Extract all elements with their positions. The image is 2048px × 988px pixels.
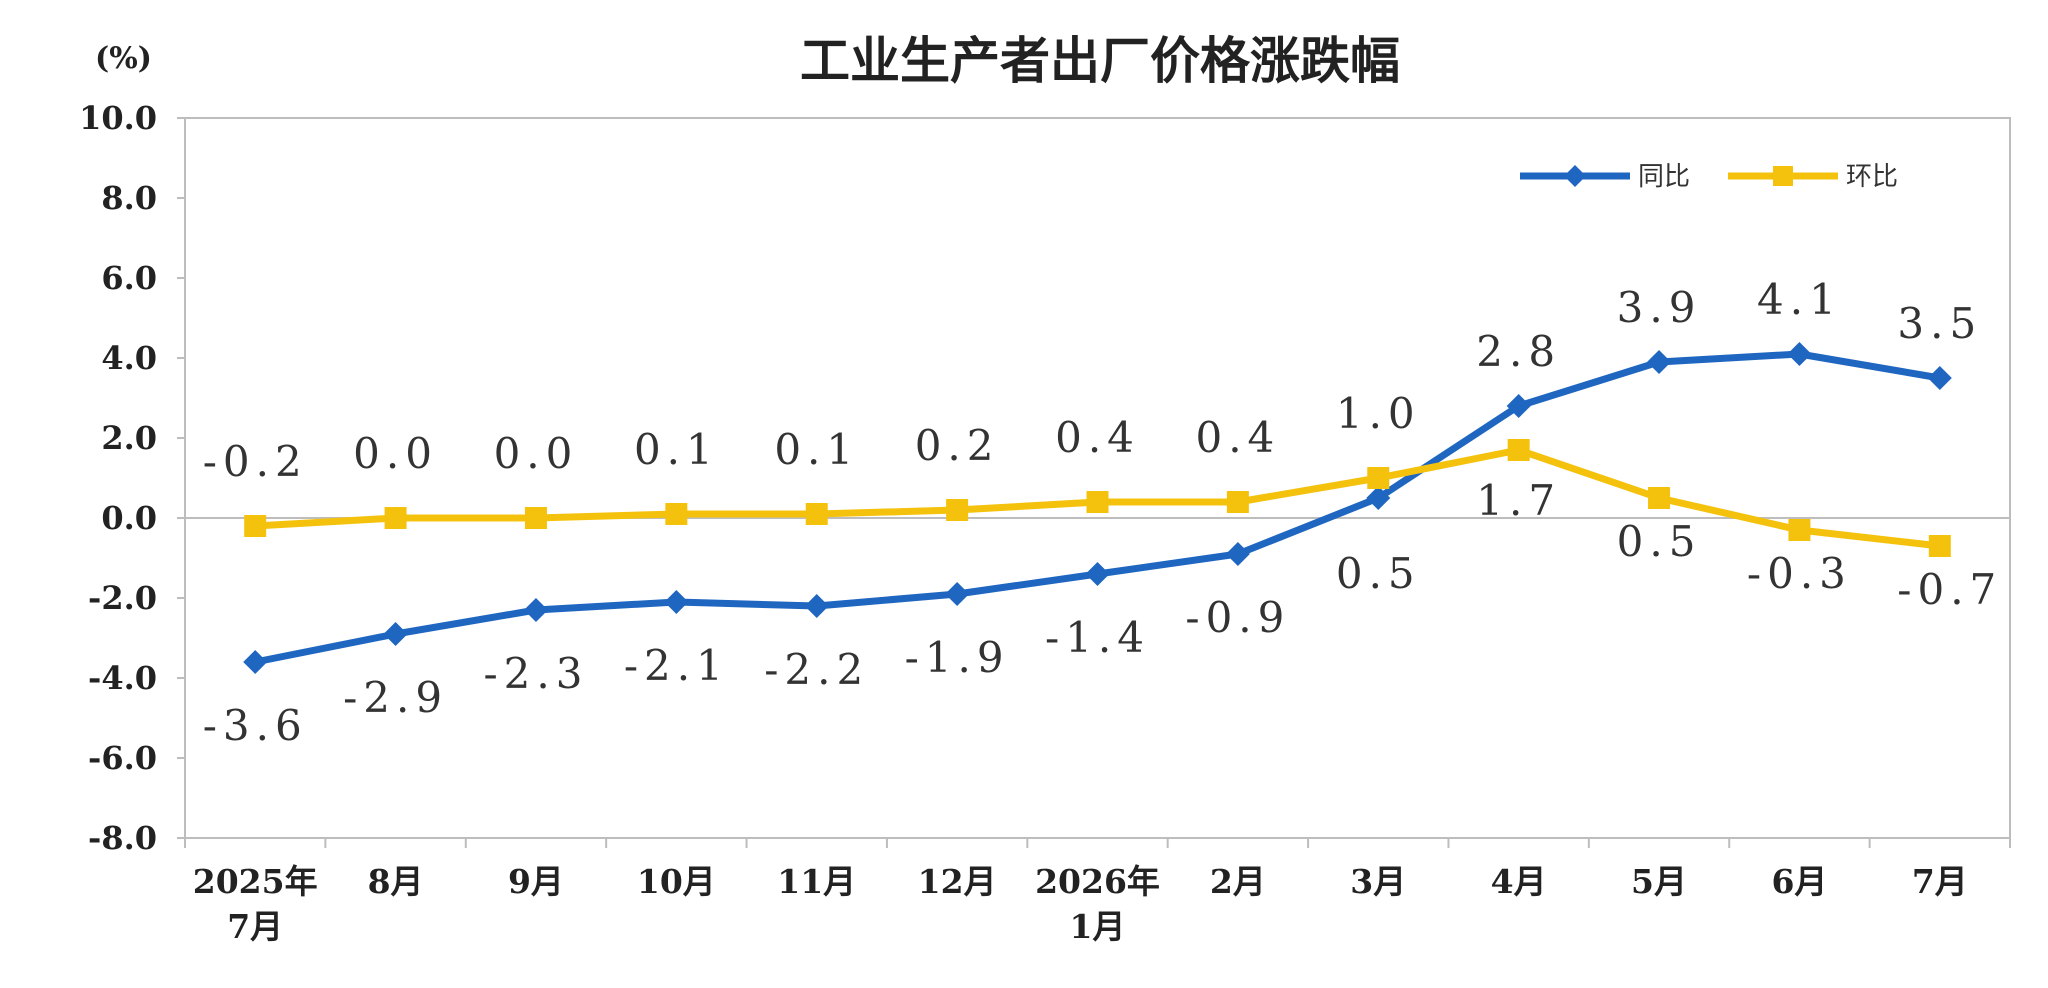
legend-label-mom: 环比 (1846, 162, 1898, 192)
yoy-data-label: -2.2 (764, 645, 869, 694)
yoy-data-label: -2.3 (483, 649, 588, 698)
x-tick-label: 6月 (1771, 862, 1827, 901)
y-tick-label: 8.0 (101, 179, 157, 217)
mom-data-label: 0.5 (1617, 517, 1702, 566)
y-axis-unit-label: (%) (95, 41, 152, 76)
mom-data-label: 0.0 (353, 429, 438, 478)
x-tick-label: 7月 (1912, 862, 1968, 901)
y-tick-label: 4.0 (101, 339, 157, 377)
yoy-point (1787, 342, 1812, 366)
mom-point (244, 515, 267, 537)
x-tick-label: 7月 (227, 907, 283, 946)
mom-point (384, 507, 407, 529)
x-tick-label: 2025年 (193, 862, 318, 901)
yoy-point (804, 594, 829, 618)
x-tick-label: 2月 (1210, 862, 1266, 901)
x-tick-label: 8月 (368, 862, 424, 901)
mom-point (946, 499, 969, 521)
mom-data-label: 0.1 (634, 425, 719, 474)
yoy-data-label: 4.1 (1757, 275, 1842, 324)
x-tick-label: 1月 (1070, 907, 1126, 946)
y-tick-label: 2.0 (101, 419, 157, 457)
mom-point (1928, 535, 1951, 557)
mom-point (1648, 487, 1671, 509)
legend-label-yoy: 同比 (1638, 162, 1690, 192)
x-tick-label: 9月 (508, 862, 564, 901)
mom-data-label: 0.4 (1195, 413, 1280, 462)
mom-data-label: 0.4 (1055, 413, 1140, 462)
mom-data-label: -0.3 (1747, 549, 1852, 598)
mom-point (524, 507, 547, 529)
y-tick-label: -4.0 (88, 659, 157, 697)
y-tick-label: 10.0 (79, 99, 157, 137)
yoy-point (945, 582, 970, 606)
mom-data-label: 0.2 (915, 421, 1000, 470)
mom-data-label: 0.1 (774, 425, 859, 474)
yoy-point (523, 598, 548, 622)
mom-data-label: -0.2 (203, 437, 308, 486)
yoy-point (1085, 562, 1110, 586)
yoy-data-label: -3.6 (203, 701, 308, 750)
x-tick-label: 3月 (1350, 862, 1406, 901)
x-tick-label: 12月 (918, 862, 997, 901)
yoy-point (243, 650, 268, 674)
yoy-point (383, 622, 408, 646)
yoy-data-label: -0.9 (1185, 593, 1290, 642)
yoy-data-label: -2.1 (624, 641, 729, 690)
yoy-data-label: -2.9 (343, 673, 448, 722)
data-labels: -3.6 -2.9 -2.3 -2.1 -2.2 -1.9 -1.4 -0.9 0.5 2.8 3.… (203, 275, 2002, 750)
chart-legend: 同比 环比 (1520, 162, 1898, 192)
x-tick-label: 2026年 (1035, 862, 1160, 901)
x-tick-label: 10月 (637, 862, 716, 901)
mom-point (1788, 519, 1811, 541)
mom-data-label: 1.7 (1476, 476, 1561, 525)
x-tick-label: 11月 (777, 862, 856, 901)
yoy-point (1647, 350, 1672, 374)
y-tick-label: 6.0 (101, 259, 157, 297)
mom-point (805, 503, 828, 525)
x-axis-ticks: 2025年 7月 8月 9月 10月 11月 12月 2026年 1月 2月 3月 4月 5月 6月 7月 (184, 838, 2011, 946)
yoy-point (1506, 394, 1531, 418)
mom-point (1367, 467, 1390, 489)
yoy-data-label: 3.9 (1617, 283, 1702, 332)
mom-data-label: 1.0 (1336, 389, 1421, 438)
mom-point (1226, 491, 1249, 513)
y-axis-ticks: 10.0 8.0 6.0 4.0 2.0 0.0 -2.0 -4.0 -6.0 -8.0 (79, 99, 2010, 857)
y-tick-label: 0.0 (101, 499, 157, 537)
yoy-data-label: 0.5 (1336, 549, 1421, 598)
yoy-data-label: -1.4 (1045, 613, 1150, 662)
y-tick-label: -8.0 (88, 819, 157, 857)
x-tick-label: 4月 (1491, 862, 1547, 901)
legend-marker-yoy (1564, 165, 1586, 187)
series-lines (243, 342, 1952, 674)
chart-title: 工业生产者出厂价格涨跌幅 (800, 32, 1400, 90)
mom-data-label: -0.7 (1897, 565, 2002, 614)
yoy-point (1927, 366, 1952, 390)
yoy-point (1225, 542, 1250, 566)
legend-marker-mom (1773, 166, 1793, 186)
mom-point (1086, 491, 1109, 513)
yoy-point (1366, 486, 1391, 510)
y-tick-label: -6.0 (88, 739, 157, 777)
plot-area-frame (184, 117, 2011, 839)
yoy-data-label: 2.8 (1476, 327, 1561, 376)
y-tick-label: -2.0 (88, 579, 157, 617)
yoy-data-label: -1.9 (905, 633, 1010, 682)
mom-data-label: 0.0 (494, 429, 579, 478)
yoy-point (664, 590, 689, 614)
mom-point (665, 503, 688, 525)
yoy-data-label: 3.5 (1897, 299, 1982, 348)
mom-point (1507, 439, 1530, 461)
x-tick-label: 5月 (1631, 862, 1687, 901)
